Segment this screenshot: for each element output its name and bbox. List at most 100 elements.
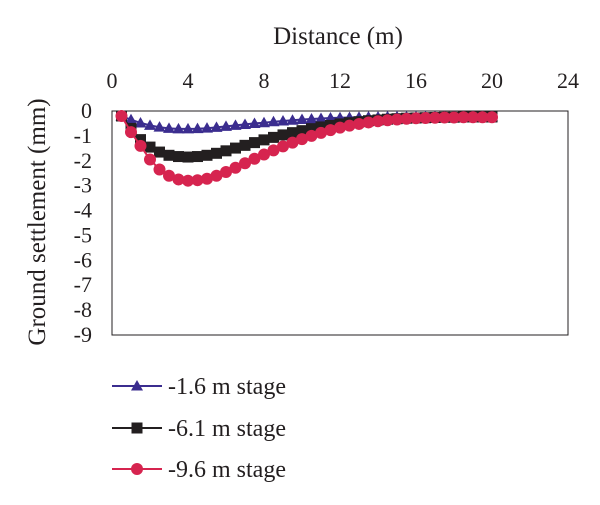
data-point — [134, 116, 147, 128]
data-point — [220, 120, 232, 131]
data-point — [115, 109, 128, 122]
data-point — [305, 129, 318, 142]
x-tick-label: 0 — [107, 68, 118, 93]
data-point — [258, 134, 270, 146]
data-point — [229, 161, 242, 174]
data-point — [419, 111, 432, 124]
data-point — [220, 165, 232, 178]
data-point — [267, 115, 280, 127]
y-tick-label: -3 — [74, 173, 92, 198]
data-point — [201, 149, 213, 161]
data-point — [144, 153, 156, 166]
legend-label: -1.6 m stage — [168, 374, 286, 400]
data-point — [220, 145, 232, 157]
data-point — [305, 112, 318, 124]
y-tick-label: 0 — [81, 98, 92, 123]
y-tick-label: -6 — [74, 247, 92, 272]
data-point — [191, 122, 204, 134]
data-point — [286, 114, 299, 125]
y-tick-label: -2 — [74, 148, 92, 173]
data-point — [277, 129, 289, 141]
legend-item: -1.6 m stage — [112, 374, 286, 400]
x-tick-labels: 0 4 8 12 16 20 24 — [107, 68, 580, 93]
data-point — [201, 172, 213, 185]
data-point — [163, 122, 175, 133]
data-point — [201, 122, 213, 133]
x-axis-title: Distance (m) — [273, 23, 403, 50]
legend-marker — [131, 380, 143, 391]
data-point — [210, 121, 223, 132]
y-tick-label: -7 — [74, 272, 92, 297]
data-point — [267, 144, 280, 157]
data-point — [448, 111, 460, 124]
data-point — [239, 157, 251, 170]
data-point — [324, 124, 337, 137]
y-tick-label: -8 — [74, 297, 92, 322]
data-point — [400, 112, 413, 125]
data-point — [315, 112, 327, 123]
data-point — [248, 117, 261, 128]
data-point — [268, 131, 279, 143]
data-point — [163, 169, 175, 182]
legend-label: -6.1 m stage — [168, 416, 286, 442]
data-point — [372, 115, 384, 128]
data-point — [239, 118, 251, 129]
series-circle — [115, 109, 498, 187]
data-point — [334, 121, 346, 134]
data-point — [258, 116, 270, 128]
data-point — [163, 149, 175, 161]
data-point — [457, 111, 470, 124]
data-point — [381, 114, 394, 127]
data-point — [230, 142, 241, 154]
data-point — [144, 119, 156, 130]
legend-item: -9.6 m stage — [112, 457, 286, 483]
data-point — [172, 122, 185, 134]
legend-marker — [131, 422, 143, 434]
data-point — [286, 136, 299, 149]
data-point — [486, 111, 498, 124]
data-point — [277, 140, 289, 153]
data-point — [182, 151, 194, 163]
x-tick-label: 12 — [329, 68, 351, 93]
data-point — [438, 111, 451, 124]
y-tick-labels: 0-1-2-3-4-5-6-7-8-9 — [74, 98, 92, 347]
data-point — [249, 137, 260, 149]
x-tick-label: 20 — [481, 68, 503, 93]
data-point — [362, 116, 375, 129]
data-point — [239, 139, 251, 151]
series-layer — [115, 109, 498, 187]
x-tick-label: 4 — [183, 68, 194, 93]
y-tick-label: -1 — [74, 123, 92, 148]
data-point — [296, 125, 308, 137]
y-tick-label: -5 — [74, 222, 92, 247]
data-point — [182, 122, 194, 134]
data-point — [287, 127, 298, 139]
data-point — [258, 148, 270, 161]
data-point — [144, 141, 156, 153]
data-point — [172, 173, 185, 186]
data-point — [296, 113, 308, 124]
data-point — [315, 126, 327, 139]
data-point — [153, 163, 166, 176]
data-point — [229, 119, 242, 130]
legend-label: -9.6 m stage — [168, 457, 286, 483]
plot-area-frame — [111, 110, 569, 336]
data-point — [125, 126, 137, 139]
legend-marker — [131, 463, 143, 475]
data-point — [343, 119, 356, 132]
data-point — [192, 151, 203, 163]
data-point — [125, 113, 137, 125]
data-point — [211, 147, 222, 159]
data-point — [153, 121, 166, 132]
data-point — [324, 111, 337, 123]
data-point — [248, 152, 261, 165]
data-point — [191, 174, 204, 187]
data-point — [182, 174, 194, 187]
data-point — [277, 114, 289, 126]
x-tick-label: 24 — [557, 68, 579, 93]
data-point — [210, 169, 223, 182]
x-tick-label: 16 — [405, 68, 427, 93]
data-point — [467, 111, 479, 124]
data-point — [353, 117, 365, 130]
